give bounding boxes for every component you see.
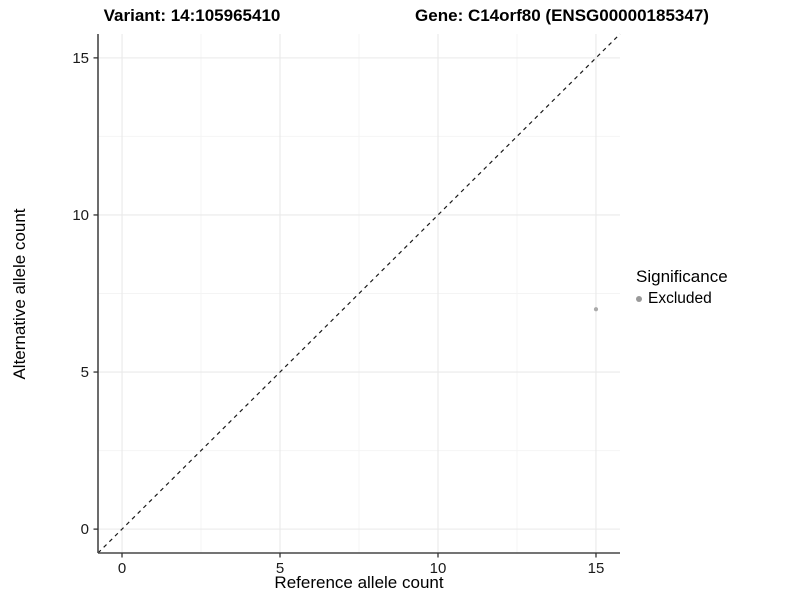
legend-key-dot: [636, 296, 642, 302]
y-tick-label: 15: [72, 50, 89, 67]
x-tick-label: 15: [588, 560, 605, 577]
y-tick-label: 10: [72, 207, 89, 224]
x-axis-title: Reference allele count: [274, 573, 444, 592]
x-tick-label: 5: [276, 560, 284, 577]
identity-line: [97, 33, 621, 554]
legend-title: Significance: [636, 267, 728, 286]
data-point: [593, 307, 599, 312]
legend-item-label: Excluded: [648, 290, 712, 307]
plot-title-variant: Variant: 14:105965410: [103, 6, 281, 25]
y-tick-label: 0: [81, 521, 89, 538]
x-tick-label: 10: [430, 560, 447, 577]
plot-title-gene: Gene: C14orf80 (ENSG00000185347): [415, 6, 709, 25]
legend-item-excluded: Excluded: [636, 290, 728, 308]
x-tick-label: 0: [118, 560, 126, 577]
y-axis-title: Alternative allele count: [10, 208, 29, 380]
y-tick-label: 5: [81, 364, 89, 381]
legend: Significance Excluded: [636, 267, 728, 308]
